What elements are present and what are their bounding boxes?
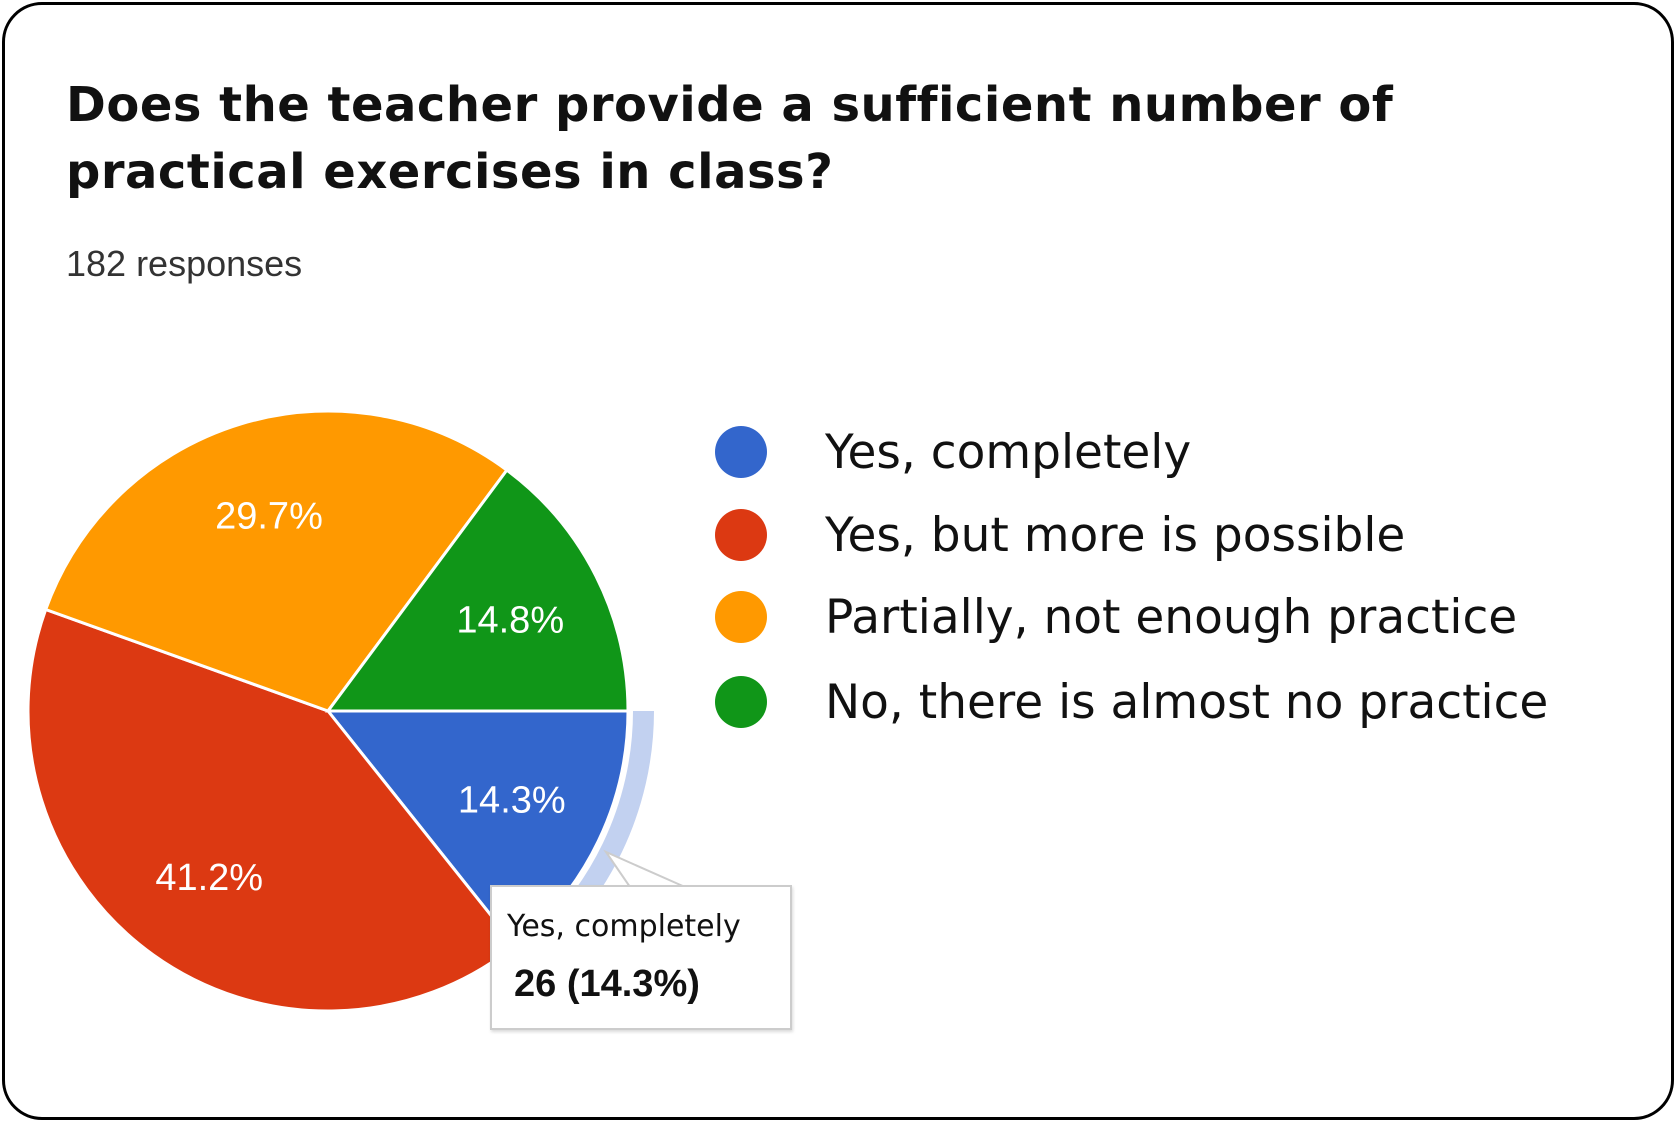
slice-label-2: 29.7% xyxy=(215,496,323,538)
response-count: 182 responses xyxy=(66,243,303,284)
pie-slice-3[interactable] xyxy=(325,468,630,713)
pie-slice-2[interactable] xyxy=(43,409,509,713)
legend-label: No, there is almost no practice xyxy=(825,674,1549,730)
pie-slice-1[interactable] xyxy=(26,607,518,1013)
legend-item[interactable]: Partially, not enough practice xyxy=(715,587,1517,647)
legend-label: Partially, not enough practice xyxy=(825,589,1518,645)
legend-item[interactable]: Yes, completely xyxy=(715,422,1191,482)
legend-item[interactable]: No, there is almost no practice xyxy=(715,672,1548,732)
tooltip-label: Yes, completely xyxy=(507,909,741,944)
slice-label-0: 14.3% xyxy=(458,780,566,822)
tooltip: Yes, completely 26 (14.3%) xyxy=(490,885,792,1030)
legend-label: Yes, completely xyxy=(825,424,1192,480)
legend-dot-icon xyxy=(715,426,767,478)
slice-label-3: 14.8% xyxy=(456,599,564,641)
legend-dot-icon xyxy=(715,591,767,643)
legend-dot-icon xyxy=(715,509,767,561)
legend-dot-icon xyxy=(715,676,767,728)
question-title: Does the teacher provide a sufficient nu… xyxy=(66,77,1394,200)
tooltip-pointer xyxy=(603,849,686,888)
slice-label-1: 41.2% xyxy=(155,857,263,899)
legend-label: Yes, but more is possible xyxy=(825,507,1406,563)
tooltip-value: 26 (14.3%) xyxy=(514,963,700,1005)
legend-item[interactable]: Yes, but more is possible xyxy=(715,505,1405,565)
